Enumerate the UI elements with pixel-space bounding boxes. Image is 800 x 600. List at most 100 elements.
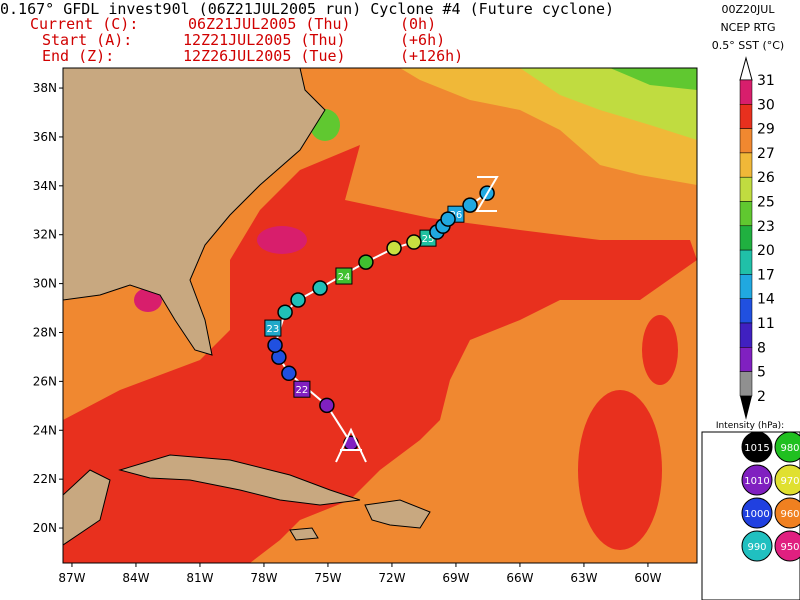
colorbar-segment (739, 274, 753, 299)
land (289, 527, 319, 541)
day-box (264, 319, 282, 337)
colorbar-label: 23 (757, 219, 775, 235)
day-label: 26 (450, 210, 463, 221)
land (63, 68, 326, 356)
x-tick-label: 78W (250, 571, 277, 585)
colorbar-segment (739, 371, 753, 397)
y-tick-label: 38N (33, 81, 57, 95)
track-point (281, 365, 297, 382)
intensity-swatch (774, 530, 800, 562)
y-tick-label: 30N (33, 277, 57, 291)
colorbar-segment (739, 225, 753, 251)
land (63, 469, 111, 546)
intensity-swatch (741, 464, 773, 496)
x-tick-label: 60W (634, 571, 661, 585)
colorbar-segment (739, 128, 753, 154)
day-label: 23 (267, 324, 280, 335)
colorbar-segment (739, 104, 753, 129)
line-time: 06Z21JUL2005 (Thu) (188, 15, 351, 33)
sst-zone (578, 390, 662, 550)
sst-zone (63, 145, 697, 563)
day-label: 25 (422, 234, 435, 245)
sst-title: 0.5° SST (°C) (712, 39, 784, 52)
track-point (406, 234, 422, 250)
colorbar-label: 25 (757, 195, 775, 211)
line-label: Start (A): (42, 31, 132, 49)
colorbar-label: 5 (757, 365, 766, 381)
colorbar-segment (739, 201, 753, 227)
track-point (267, 337, 283, 353)
intensity-swatch (741, 530, 773, 562)
x-tick-label: 63W (570, 571, 597, 585)
x-tick-label: 66W (506, 571, 533, 585)
track-point (440, 211, 456, 227)
colorbar-label: 29 (757, 122, 775, 138)
intensity-label: 980 (780, 443, 799, 454)
colorbar-label: 26 (757, 170, 775, 186)
day-label: 22 (296, 385, 309, 396)
title: 0.167° GFDL invest90l (06Z21JUL2005 run)… (0, 0, 614, 18)
track-layer: 22 23 24 25 26 (264, 185, 495, 451)
colorbar-top-arrow (739, 56, 753, 81)
start-marker (335, 427, 367, 463)
sst-zone (610, 68, 697, 90)
line-label: End (Z): (42, 47, 114, 65)
line-offset: (0h) (400, 15, 436, 33)
sst-date: 00Z20JUL (722, 3, 776, 16)
x-tick-label: 81W (186, 571, 213, 585)
colorbar-label: 31 (757, 73, 775, 89)
colorbar-label: 2 (757, 389, 766, 405)
line-time: 12Z26JUL2005 (Tue) (183, 47, 346, 65)
y-tick-label: 36N (33, 130, 57, 144)
sst-source: NCEP RTG (720, 21, 775, 34)
intensity-swatch (741, 497, 773, 529)
intensity-label: 1015 (744, 443, 769, 454)
colorbar-bottom-arrow (740, 395, 752, 420)
colorbar-label: 11 (757, 316, 775, 332)
y-tick-label: 20N (33, 521, 57, 535)
intensity-swatch (774, 431, 800, 463)
colorbar-label: 20 (757, 243, 775, 259)
map-background (63, 68, 697, 563)
line-offset: (+6h) (400, 31, 445, 49)
track-point (386, 240, 402, 256)
line-time: 12Z21JUL2005 (Thu) (183, 31, 346, 49)
day-box (335, 267, 353, 285)
x-tick-label: 72W (378, 571, 405, 585)
y-tick-label: 34N (33, 179, 57, 193)
track-point (462, 197, 478, 213)
intensity-label: 1000 (744, 509, 769, 520)
intensity-swatch (741, 431, 773, 463)
track-point (290, 292, 306, 308)
colorbar-segment (739, 152, 753, 178)
track-point (277, 304, 293, 320)
intensity-label: 1010 (744, 476, 769, 487)
colorbar-label: 17 (757, 267, 775, 283)
intensity-swatch (774, 497, 800, 529)
track-point (312, 280, 328, 296)
intensity-label: 970 (780, 476, 799, 487)
colorbar-segment (739, 176, 753, 202)
colorbar-label: 27 (757, 146, 775, 162)
colorbar-segment (739, 79, 753, 105)
intensity-swatch (774, 464, 800, 496)
sst-zone (257, 226, 307, 254)
y-tick-label: 28N (33, 325, 57, 339)
intensity-label: 990 (747, 542, 766, 553)
intensity-title: Intensity (hPa): (716, 421, 784, 431)
sst-zone (134, 288, 162, 312)
line-label: Current (C): (30, 15, 138, 33)
y-tick-label: 26N (33, 374, 57, 388)
land (118, 454, 361, 506)
track-point (319, 397, 335, 414)
day-box (293, 380, 311, 398)
colorbar-segment (739, 347, 753, 372)
map-frame (62, 67, 698, 564)
y-tick-label: 32N (33, 228, 57, 242)
x-tick-label: 84W (122, 571, 149, 585)
y-tick-label: 24N (33, 423, 57, 437)
intensity-label: 960 (780, 509, 799, 520)
y-tick-label: 22N (33, 472, 57, 486)
